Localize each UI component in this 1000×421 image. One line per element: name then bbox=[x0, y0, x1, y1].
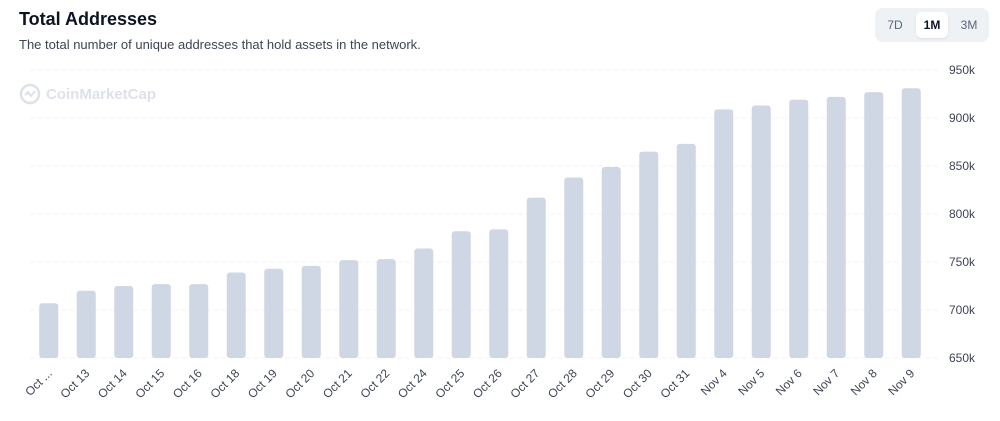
bar[interactable] bbox=[676, 143, 696, 358]
bar[interactable] bbox=[39, 303, 59, 358]
x-tick-label: Oct 15 bbox=[132, 366, 167, 401]
bar[interactable] bbox=[76, 290, 96, 358]
x-tick-label: Nov 5 bbox=[735, 366, 767, 398]
bar[interactable] bbox=[151, 284, 171, 358]
coinmarketcap-watermark: CoinMarketCap bbox=[19, 83, 156, 105]
x-tick-label: Oct 29 bbox=[582, 366, 617, 401]
bar[interactable] bbox=[639, 151, 659, 358]
bar[interactable] bbox=[714, 109, 734, 358]
bar[interactable] bbox=[601, 166, 621, 358]
y-tick-label: 700k bbox=[949, 303, 976, 317]
x-tick-label: Oct 14 bbox=[95, 366, 130, 401]
x-tick-label: Oct 18 bbox=[207, 366, 242, 401]
x-tick-label: Nov 6 bbox=[773, 366, 805, 398]
bar[interactable] bbox=[789, 99, 809, 358]
coinmarketcap-logo-icon bbox=[19, 83, 41, 105]
bar[interactable] bbox=[451, 231, 471, 358]
x-tick-label: Oct 30 bbox=[620, 366, 655, 401]
x-tick-label: Oct 31 bbox=[657, 366, 692, 401]
bar[interactable] bbox=[864, 92, 884, 358]
x-tick-label: Oct 24 bbox=[395, 366, 430, 401]
bar[interactable] bbox=[901, 88, 921, 359]
bar[interactable] bbox=[564, 177, 584, 358]
range-button-1m[interactable]: 1M bbox=[916, 12, 948, 38]
y-tick-label: 650k bbox=[949, 351, 976, 365]
y-tick-label: 850k bbox=[949, 159, 976, 173]
bar[interactable] bbox=[189, 284, 209, 358]
x-tick-label: Oct 28 bbox=[545, 366, 580, 401]
watermark-text: CoinMarketCap bbox=[46, 86, 156, 103]
chart-subtitle: The total number of unique addresses tha… bbox=[19, 37, 421, 52]
x-tick-label: Oct 22 bbox=[357, 366, 392, 401]
x-tick-label: Oct 20 bbox=[282, 366, 317, 401]
bar[interactable] bbox=[489, 229, 509, 358]
bar[interactable] bbox=[339, 260, 359, 358]
bar[interactable] bbox=[264, 268, 284, 358]
range-button-3m[interactable]: 3M bbox=[960, 18, 978, 32]
y-tick-label: 950k bbox=[949, 63, 976, 77]
x-tick-label: Oct 27 bbox=[507, 366, 542, 401]
x-tick-label: Oct 13 bbox=[57, 366, 92, 401]
x-tick-label: Oct ... bbox=[22, 366, 55, 399]
bar[interactable] bbox=[376, 259, 396, 358]
y-tick-label: 800k bbox=[949, 207, 976, 221]
range-button-7d[interactable]: 7D bbox=[887, 18, 903, 32]
x-tick-label: Oct 19 bbox=[245, 366, 280, 401]
x-tick-label: Nov 7 bbox=[810, 366, 842, 398]
bar[interactable] bbox=[114, 286, 134, 358]
y-tick-label: 750k bbox=[949, 255, 976, 269]
y-tick-label: 900k bbox=[949, 111, 976, 125]
x-tick-label: Oct 25 bbox=[432, 366, 467, 401]
time-range-selector: 7D 1M 3M bbox=[875, 8, 989, 42]
bar[interactable] bbox=[826, 96, 846, 358]
x-tick-label: Nov 9 bbox=[885, 366, 917, 398]
bar[interactable] bbox=[751, 105, 771, 359]
x-tick-label: Oct 26 bbox=[470, 366, 505, 401]
bar[interactable] bbox=[301, 265, 321, 358]
x-tick-label: Oct 21 bbox=[320, 366, 355, 401]
bar[interactable] bbox=[526, 197, 546, 358]
x-tick-label: Nov 8 bbox=[848, 366, 880, 398]
bar[interactable] bbox=[414, 248, 434, 358]
x-tick-label: Nov 4 bbox=[698, 366, 730, 398]
chart-title: Total Addresses bbox=[19, 9, 158, 29]
bar[interactable] bbox=[226, 272, 246, 358]
x-tick-label: Oct 16 bbox=[170, 366, 205, 401]
